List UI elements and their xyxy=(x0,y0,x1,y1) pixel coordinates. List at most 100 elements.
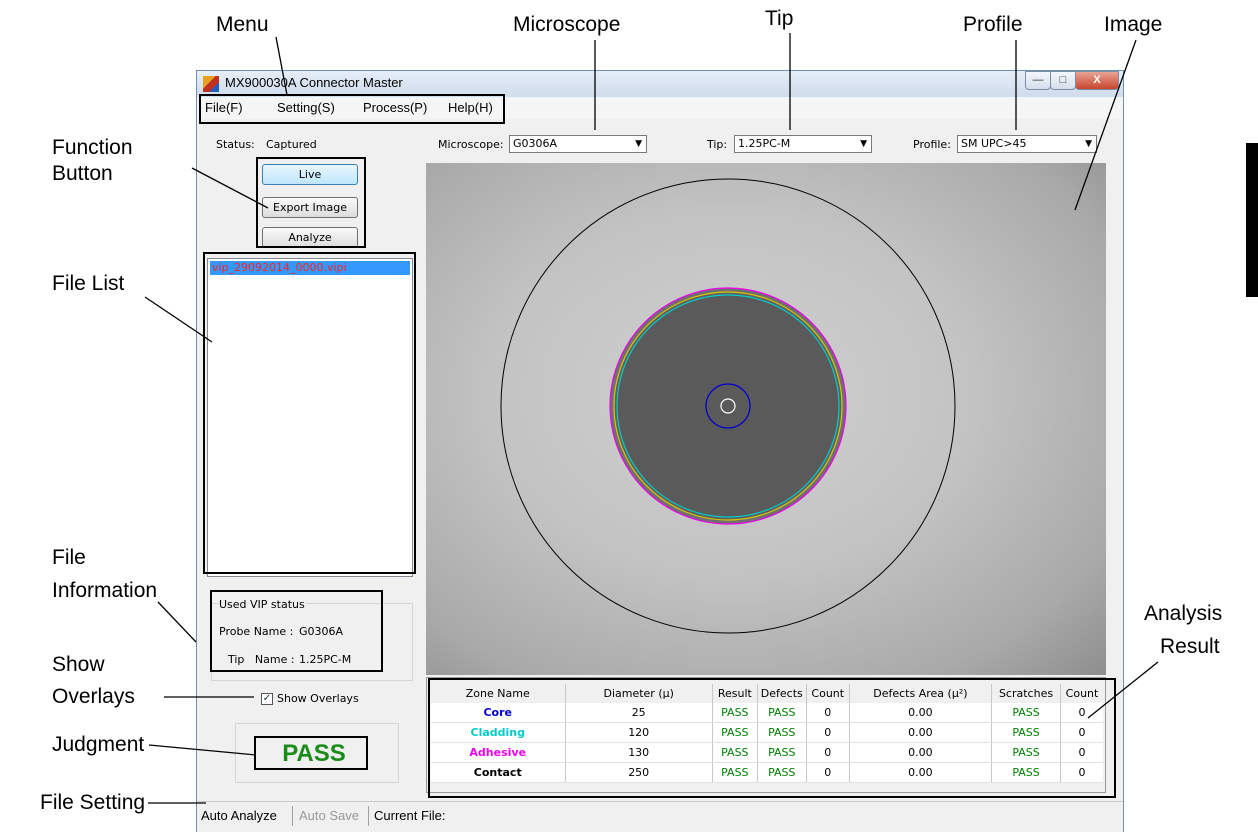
status-bar: Auto Analyze Auto Save Current File: xyxy=(197,801,1123,832)
callout-show-overlays-line1: Show xyxy=(52,653,105,676)
callout-image: Image xyxy=(1104,13,1163,36)
callout-show-overlays-line2: Overlays xyxy=(52,685,135,708)
zone-name-cell: Core xyxy=(431,703,566,723)
analysis-result-highlight-frame xyxy=(428,678,1116,798)
show-overlays-checkbox[interactable]: ✓ xyxy=(261,693,273,705)
tip-label: Tip: xyxy=(707,138,728,151)
callout-judgment: Judgment xyxy=(52,733,145,756)
file-list[interactable]: vip_29092014_0000.vipi xyxy=(207,258,413,577)
callout-profile: Profile xyxy=(963,13,1023,36)
scratch-count-cell: 0 xyxy=(1060,722,1103,743)
file-list-item[interactable]: vip_29092014_0000.vipi xyxy=(210,261,410,275)
profile-value: SM UPC>45 xyxy=(961,137,1027,150)
profile-select[interactable]: SM UPC>45 ▼ xyxy=(957,135,1097,153)
header-defects: Defects xyxy=(757,684,807,703)
defects-cell: PASS xyxy=(757,722,807,743)
count-cell: 0 xyxy=(806,703,850,723)
scratch-count-cell: 0 xyxy=(1060,742,1103,763)
minimize-button[interactable]: — xyxy=(1025,71,1051,90)
microscope-select[interactable]: G0306A ▼ xyxy=(509,135,647,153)
file-list-highlight-frame xyxy=(203,252,416,574)
defects-cell: PASS xyxy=(757,762,807,783)
tip-select[interactable]: 1.25PC-M ▼ xyxy=(734,135,872,153)
table-row[interactable]: Adhesive 130 PASS PASS 0 0.00 PASS 0 xyxy=(431,742,1103,763)
core-zone-circle xyxy=(705,383,751,429)
scratches-cell: PASS xyxy=(991,703,1061,723)
header-zone-name: Zone Name xyxy=(431,684,566,703)
diameter-cell: 130 xyxy=(565,742,713,763)
microscope-value: G0306A xyxy=(513,137,558,150)
table-row[interactable]: Contact 250 PASS PASS 0 0.00 PASS 0 xyxy=(431,762,1103,783)
status-value: Captured xyxy=(266,138,317,151)
page-edge-marker xyxy=(1246,143,1258,297)
defects-area-cell: 0.00 xyxy=(849,762,993,783)
menu-help[interactable]: Help(H) xyxy=(448,100,493,115)
header-defects-area: Defects Area (μ²) xyxy=(849,684,993,703)
chevron-down-icon: ▼ xyxy=(635,139,642,149)
analysis-result-panel: Zone Name Diameter (μ) Result Defects Co… xyxy=(426,677,1106,793)
menu-file[interactable]: File(F) xyxy=(205,100,243,115)
contact-zone-circle xyxy=(500,178,956,634)
scratches-cell: PASS xyxy=(991,762,1061,783)
app-icon xyxy=(203,76,219,92)
callout-file-setting: File Setting xyxy=(40,791,146,814)
callout-file-information-line2: Information xyxy=(52,579,158,602)
maximize-button[interactable]: □ xyxy=(1050,71,1076,90)
scratch-count-cell: 0 xyxy=(1060,762,1103,783)
count-cell: 0 xyxy=(806,762,850,783)
diameter-cell: 25 xyxy=(565,703,713,723)
status-separator xyxy=(368,806,369,826)
table-row[interactable]: Cladding 120 PASS PASS 0 0.00 PASS 0 xyxy=(431,722,1103,743)
live-button[interactable]: Live xyxy=(262,164,358,185)
zone-name-cell: Adhesive xyxy=(431,742,566,763)
result-cell: PASS xyxy=(712,762,758,783)
fiber-image[interactable] xyxy=(426,163,1106,675)
status-separator xyxy=(292,806,293,826)
window-title: MX900030A Connector Master xyxy=(225,75,403,90)
menu-process[interactable]: Process(P) xyxy=(363,100,428,115)
export-image-button[interactable]: Export Image xyxy=(262,197,358,218)
auto-save-toggle[interactable]: Auto Save xyxy=(299,808,359,823)
header-diameter: Diameter (μ) xyxy=(565,684,713,703)
status-label: Status: xyxy=(216,138,255,151)
header-result: Result xyxy=(712,684,758,703)
results-table: Zone Name Diameter (μ) Result Defects Co… xyxy=(431,684,1103,783)
judgment-highlight-frame xyxy=(254,736,368,770)
header-count: Count xyxy=(806,684,850,703)
tip-name-label: Tip Name : xyxy=(228,653,295,666)
diameter-cell: 120 xyxy=(565,722,713,743)
result-cell: PASS xyxy=(712,722,758,743)
tip-value: 1.25PC-M xyxy=(738,137,791,150)
app-window: MX900030A Connector Master — □ X File(F)… xyxy=(196,70,1124,832)
microscope-label: Microscope: xyxy=(438,138,504,151)
close-button[interactable]: X xyxy=(1075,71,1119,90)
menu-setting[interactable]: Setting(S) xyxy=(277,100,335,115)
judgment-result: PASS xyxy=(282,740,346,767)
callout-microscope: Microscope xyxy=(513,13,621,36)
profile-label: Profile: xyxy=(913,138,951,151)
menu-bar: File(F) Setting(S) Process(P) Help(H) xyxy=(197,97,1123,119)
callout-tip: Tip xyxy=(765,7,794,30)
scratches-cell: PASS xyxy=(991,742,1061,763)
header-scratches: Scratches xyxy=(991,684,1061,703)
auto-analyze-toggle[interactable]: Auto Analyze xyxy=(201,808,277,823)
result-cell: PASS xyxy=(712,703,758,723)
function-button-highlight-frame xyxy=(256,157,366,248)
menu-highlight-frame xyxy=(199,94,505,124)
callout-analysis-result-line2: Result xyxy=(1160,635,1220,658)
probe-name-value: G0306A xyxy=(299,625,344,638)
callout-file-information-line1: File xyxy=(52,546,86,569)
scratches-cell: PASS xyxy=(991,722,1061,743)
cladding-zone-circle xyxy=(616,294,840,518)
zone-overlays xyxy=(500,178,956,634)
defects-area-cell: 0.00 xyxy=(849,742,993,763)
title-bar[interactable]: MX900030A Connector Master — □ X xyxy=(197,71,1123,97)
current-file-label: Current File: xyxy=(374,808,446,823)
file-information-highlight-frame xyxy=(210,590,383,672)
show-overlays-label[interactable]: Show Overlays xyxy=(277,692,359,705)
defects-cell: PASS xyxy=(757,703,807,723)
defects-area-cell: 0.00 xyxy=(849,703,993,723)
count-cell: 0 xyxy=(806,742,850,763)
callout-function-button-line1: Function xyxy=(52,136,133,159)
result-cell: PASS xyxy=(712,742,758,763)
